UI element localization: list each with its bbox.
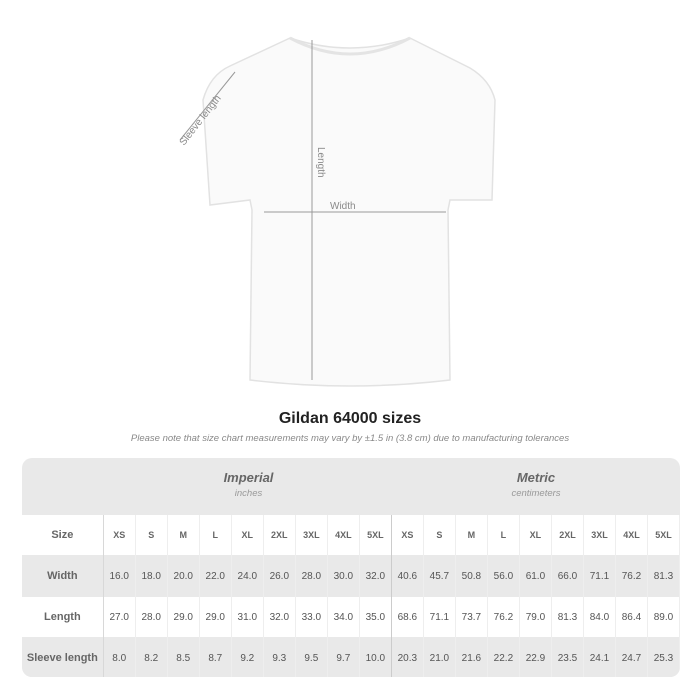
table-cell: 34.0 — [328, 597, 360, 637]
table-cell: 66.0 — [552, 555, 584, 597]
sleeve-line — [179, 71, 236, 141]
table-cell: 9.7 — [328, 637, 360, 677]
table-cell: 50.8 — [456, 555, 488, 597]
table-cell: 29.0 — [200, 597, 232, 637]
table-cell: XS — [392, 515, 424, 555]
tolerance-note: Please note that size chart measurements… — [130, 433, 570, 444]
table-cell: 3XL — [296, 515, 328, 555]
table-cell: 9.5 — [296, 637, 328, 677]
table-cell: 9.2 — [232, 637, 264, 677]
table-cell: 8.7 — [200, 637, 232, 677]
table-cell: S — [424, 515, 456, 555]
table-cell: S — [136, 515, 168, 555]
table-cell: 81.3 — [552, 597, 584, 637]
table-cell: 5XL — [648, 515, 680, 555]
table-cell: 3XL — [584, 515, 616, 555]
table-cell: XS — [104, 515, 136, 555]
table-cell: 20.0 — [168, 555, 200, 597]
table-cell: 22.9 — [520, 637, 552, 677]
table-cell: 8.5 — [168, 637, 200, 677]
table-cell: 24.0 — [232, 555, 264, 597]
metric-header: Metric centimeters — [392, 458, 680, 515]
table-cell: 40.6 — [392, 555, 424, 597]
table-cell: 79.0 — [520, 597, 552, 637]
row-label: Size — [22, 515, 104, 555]
table-cell: 22.0 — [200, 555, 232, 597]
metric-title: Metric — [516, 470, 556, 485]
imperial-title: Imperial — [223, 470, 274, 485]
table-cell: 5XL — [360, 515, 392, 555]
table-cell: 16.0 — [104, 555, 136, 597]
table-cell: 25.3 — [648, 637, 680, 677]
table-cell: 28.0 — [136, 597, 168, 637]
table-cell: 18.0 — [136, 555, 168, 597]
table-cell: 2XL — [264, 515, 296, 555]
table-cell: 2XL — [552, 515, 584, 555]
table-row: Sleeve length 8.0 8.2 8.5 8.7 9.2 9.3 9.5 9.7 10.… — [22, 637, 680, 677]
table-cell: 76.2 — [488, 597, 520, 637]
row-label: Sleeve length — [22, 637, 104, 677]
table-row: Width 16.0 18.0 20.0 22.0 24.0 26.0 28.0 30.0 32.… — [22, 555, 680, 597]
table-cell: 89.0 — [648, 597, 680, 637]
table-row: Length 27.0 28.0 29.0 29.0 31.0 32.0 33.0 34.0 35… — [22, 597, 680, 637]
table-cell: 21.0 — [424, 637, 456, 677]
table-cell: XL — [520, 515, 552, 555]
table-cell: 32.0 — [264, 597, 296, 637]
imperial-unit: inches — [234, 488, 263, 499]
imperial-header: Imperial inches — [105, 458, 392, 515]
table-cell: 86.4 — [616, 597, 648, 637]
tshirt-diagram: Length Width Sleeve length — [178, 36, 496, 387]
table-cell: 56.0 — [488, 555, 520, 597]
table-cell: 32.0 — [360, 555, 392, 597]
table-cell: 81.3 — [648, 555, 680, 597]
table-cell: 31.0 — [232, 597, 264, 637]
table-cell: 71.1 — [424, 597, 456, 637]
table-cell: 61.0 — [520, 555, 552, 597]
row-label: Width — [22, 555, 104, 597]
table-cell: 68.6 — [392, 597, 424, 637]
table-cell: 28.0 — [296, 555, 328, 597]
table-cell: 24.1 — [584, 637, 616, 677]
table-cell: 8.2 — [136, 637, 168, 677]
table-cell: 76.2 — [616, 555, 648, 597]
table-cell: 71.1 — [584, 555, 616, 597]
table-cell: L — [200, 515, 232, 555]
table-cell: M — [456, 515, 488, 555]
table-cell: 24.7 — [616, 637, 648, 677]
size-table: Imperial inches Metric centimeters Size X… — [22, 458, 680, 677]
width-label: Width — [330, 201, 356, 212]
table-cell: 27.0 — [104, 597, 136, 637]
table-cell: XL — [232, 515, 264, 555]
table-cell: 33.0 — [296, 597, 328, 637]
table-cell: 23.5 — [552, 637, 584, 677]
metric-unit: centimeters — [511, 488, 561, 499]
row-label: Length — [22, 597, 104, 637]
table-cell: 30.0 — [328, 555, 360, 597]
table-cell: 73.7 — [456, 597, 488, 637]
table-cell: 35.0 — [360, 597, 392, 637]
table-cell: 26.0 — [264, 555, 296, 597]
table-cell: 20.3 — [392, 637, 424, 677]
table-cell: 10.0 — [360, 637, 392, 677]
table-cell: 45.7 — [424, 555, 456, 597]
table-cell: 29.0 — [168, 597, 200, 637]
table-cell: 8.0 — [104, 637, 136, 677]
table-cell: 21.6 — [456, 637, 488, 677]
table-cell: 84.0 — [584, 597, 616, 637]
table-cell: M — [168, 515, 200, 555]
chart-title: Gildan 64000 sizes — [278, 410, 422, 427]
table-cell: L — [488, 515, 520, 555]
table-cell: 9.3 — [264, 637, 296, 677]
length-label: Length — [315, 147, 326, 178]
table-cell: 4XL — [616, 515, 648, 555]
table-cell: 4XL — [328, 515, 360, 555]
table-row: Size XS S M L XL 2XL 3XL 4XL 5XL XS S M L XL 2XL 3XL 4XL 5… — [22, 515, 680, 555]
table-cell: 22.2 — [488, 637, 520, 677]
